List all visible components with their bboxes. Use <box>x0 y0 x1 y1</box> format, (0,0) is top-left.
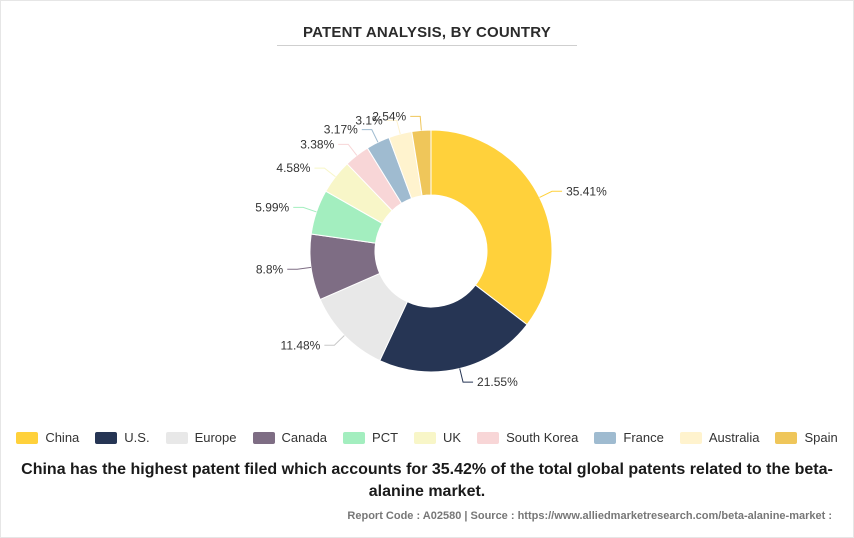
legend-swatch <box>414 431 437 444</box>
donut-slices <box>309 129 553 373</box>
chart-caption: China has the highest patent filed which… <box>21 461 833 500</box>
donut-chart: 35.41%21.55%11.48%8.8%5.99%4.58%3.38%3.1… <box>255 109 607 389</box>
legend-item-australia[interactable]: Australia <box>679 430 760 445</box>
legend-label: France <box>623 430 664 445</box>
legend-item-spain[interactable]: Spain <box>775 430 838 445</box>
legend-swatch <box>165 431 188 444</box>
data-label-spain: 2.54% <box>372 109 406 123</box>
legend-swatch <box>95 431 118 444</box>
leader-line-spain <box>410 115 422 131</box>
legend-item-uk[interactable]: UK <box>414 430 461 445</box>
legend-label: Australia <box>708 430 760 445</box>
legend-swatch <box>477 431 500 444</box>
legend-swatch <box>594 431 617 444</box>
data-label-south-korea: 3.38% <box>300 137 334 151</box>
data-label-france: 3.17% <box>324 123 358 137</box>
report-source-footer: Report Code : A02580 | Source : https://… <box>347 510 832 522</box>
data-label-australia: 3.1% <box>355 113 383 127</box>
leader-line-australia <box>386 119 401 135</box>
legend-item-pct[interactable]: PCT <box>343 430 398 445</box>
legend-item-canada[interactable]: Canada <box>252 430 328 445</box>
slice-spain[interactable] <box>411 129 432 197</box>
leader-line-pct <box>293 206 317 213</box>
legend-swatch <box>252 431 275 444</box>
data-label-u-s: 21.55% <box>477 375 518 389</box>
data-label-pct: 5.99% <box>255 200 289 214</box>
leader-line-france <box>361 129 379 143</box>
legend-item-u-s[interactable]: U.S. <box>95 430 150 445</box>
slice-china[interactable] <box>430 129 553 326</box>
data-labels: 35.41%21.55%11.48%8.8%5.99%4.58%3.38%3.1… <box>255 109 607 389</box>
leader-line-canada <box>287 266 312 270</box>
legend-item-france[interactable]: France <box>594 430 664 445</box>
data-label-uk: 4.58% <box>276 161 310 175</box>
legend-swatch <box>679 431 702 444</box>
legend-item-europe[interactable]: Europe <box>165 430 237 445</box>
legend-swatch <box>775 431 798 444</box>
data-label-china: 35.41% <box>566 184 607 198</box>
label-leaders <box>287 115 563 383</box>
legend-label: China <box>45 430 80 445</box>
slice-u-s[interactable] <box>379 284 528 373</box>
legend-label: PCT <box>372 430 399 445</box>
legend-label: Canada <box>281 430 328 445</box>
legend-label: UK <box>443 430 462 445</box>
legend-swatch <box>16 431 39 444</box>
data-label-europe: 11.48% <box>281 338 321 352</box>
leader-line-u-s <box>459 368 474 383</box>
chart-legend: China U.S. Europe Canada PCT UK South Korea Fra… <box>0 430 854 445</box>
legend-label: Europe <box>194 430 237 445</box>
data-label-canada: 8.8% <box>256 262 284 276</box>
title-underline <box>277 45 577 46</box>
legend-item-south-korea[interactable]: South Korea <box>477 430 578 445</box>
leader-line-uk <box>314 167 336 178</box>
chart-title: PATENT ANALYSIS, BY COUNTRY <box>303 24 551 41</box>
leader-line-south-korea <box>338 143 358 156</box>
legend-item-china[interactable]: China <box>16 430 79 445</box>
legend-swatch <box>343 431 366 444</box>
leader-line-china <box>539 190 563 198</box>
legend-label: Spain <box>804 430 838 445</box>
legend-label: South Korea <box>506 430 579 445</box>
leader-line-europe <box>324 335 345 346</box>
legend-label: U.S. <box>124 430 150 445</box>
